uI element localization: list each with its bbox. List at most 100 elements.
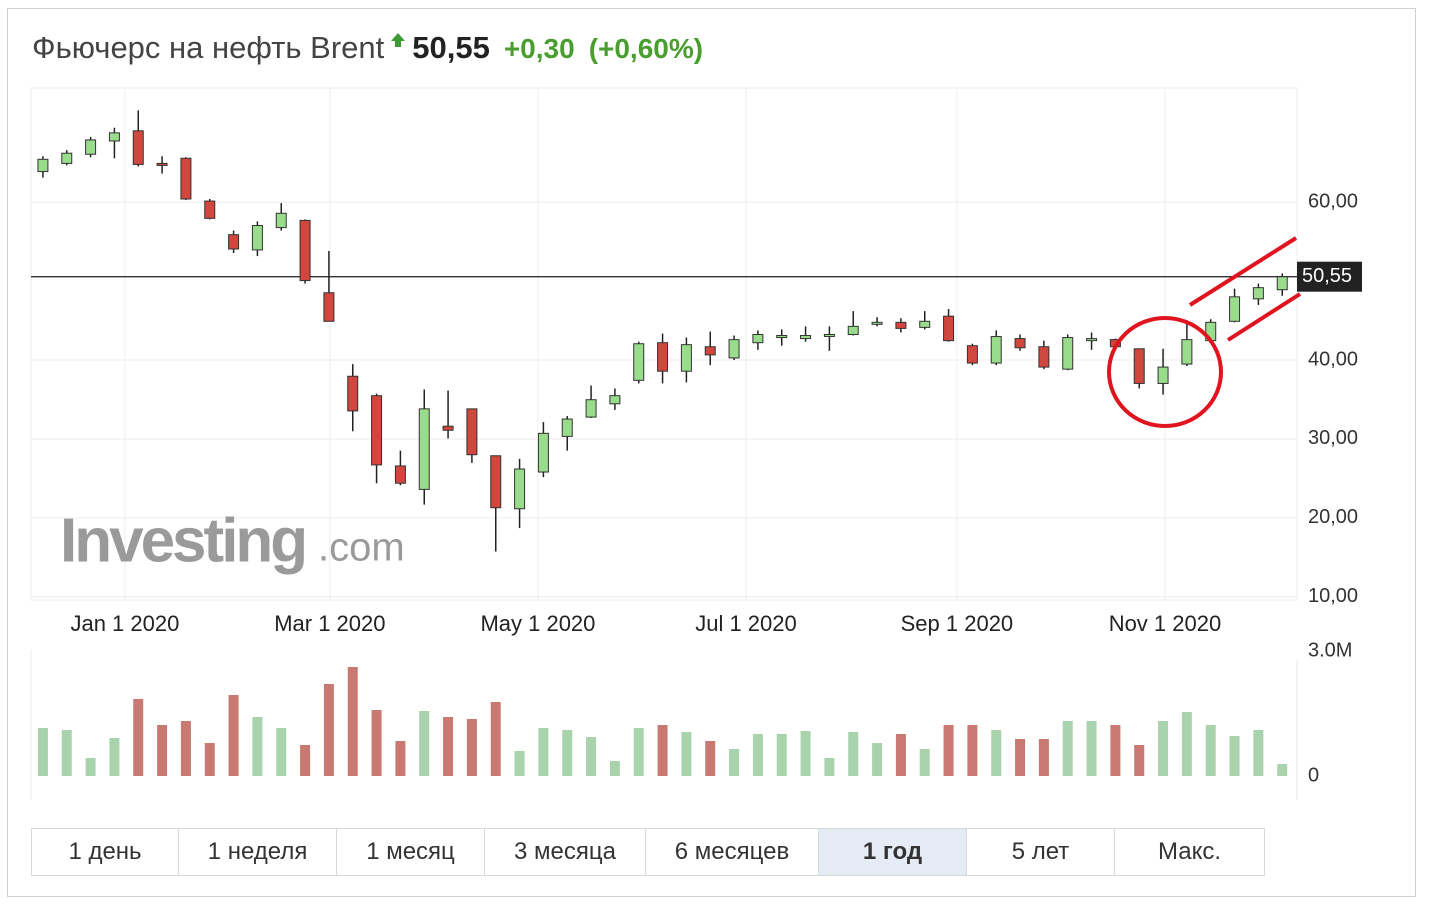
- volume-bar: [514, 751, 525, 776]
- volume-bar: [729, 749, 740, 776]
- annotation-circle: [1107, 316, 1223, 428]
- volume-bar: [1110, 725, 1121, 776]
- period-tab[interactable]: 1 неделя: [179, 829, 337, 875]
- period-tab[interactable]: 6 месяцев: [646, 829, 819, 875]
- candle-body: [990, 336, 1002, 364]
- volume-bar: [991, 730, 1002, 776]
- candle-body: [776, 335, 788, 339]
- candle-body: [1062, 337, 1074, 370]
- candle-body: [371, 395, 383, 466]
- volume-tick-label: 3.0M: [1308, 639, 1352, 661]
- volume-bar: [323, 684, 334, 776]
- volume-bar: [490, 702, 501, 776]
- volume-bar: [419, 711, 430, 776]
- watermark-suffix: .com: [318, 526, 405, 570]
- last-price-box: [1297, 261, 1362, 292]
- period-tab[interactable]: 3 месяца: [485, 829, 646, 875]
- candle-body: [657, 342, 669, 372]
- candle-body: [156, 162, 168, 166]
- up-arrow: [391, 33, 406, 47]
- volume-bar: [1038, 739, 1049, 776]
- volume-bar: [919, 749, 930, 776]
- candle-body: [108, 132, 120, 142]
- change-percent: (+0,60%): [588, 33, 704, 64]
- x-tick-label: Nov 1 2020: [1109, 611, 1222, 636]
- volume-bar: [1253, 730, 1264, 776]
- volume-bar: [395, 741, 406, 776]
- candle-body: [704, 346, 716, 356]
- volume-bar: [157, 725, 168, 776]
- period-tab[interactable]: 1 день: [32, 829, 179, 875]
- candle-body: [180, 157, 192, 200]
- volume-bar: [85, 758, 96, 776]
- instrument-title: Фьючерс на нефть Brent: [32, 30, 385, 65]
- volume-bar: [180, 721, 191, 776]
- volume-bar: [848, 732, 859, 776]
- volume-bar: [1229, 736, 1240, 776]
- volume-bar: [37, 728, 48, 776]
- period-tab[interactable]: 1 год: [819, 829, 967, 875]
- volume-bar: [609, 761, 620, 776]
- y-tick-label: 30,00: [1308, 427, 1358, 449]
- candle-body: [466, 408, 478, 456]
- candle-body: [418, 408, 430, 490]
- candle-body: [347, 375, 359, 412]
- watermark-brand: Investing: [60, 506, 305, 575]
- candle-body: [394, 465, 406, 484]
- candle-body: [919, 320, 931, 328]
- candle-body: [323, 292, 335, 322]
- volume-bar: [1277, 764, 1288, 776]
- volume-bar: [1181, 712, 1192, 776]
- candle-body: [442, 425, 454, 431]
- volume-bar: [1015, 739, 1026, 776]
- volume-bar: [228, 695, 239, 776]
- volume-tick-label: 0: [1308, 764, 1319, 786]
- volume-bar: [633, 728, 644, 776]
- candle-body: [585, 399, 597, 418]
- candle-body: [800, 335, 812, 340]
- candle-body: [1157, 366, 1169, 384]
- period-tabs: 1 день 1 неделя 1 месяц 3 месяца 6 месяцев 1 …: [31, 828, 1265, 876]
- candle-body: [633, 343, 645, 381]
- volume-bar: [276, 728, 287, 776]
- volume-bar: [800, 731, 811, 776]
- annotation-line: [1188, 236, 1298, 307]
- volume-bar: [657, 725, 668, 776]
- candle-body: [514, 468, 526, 510]
- candle-body: [1014, 338, 1026, 349]
- volume-bar: [1158, 721, 1169, 776]
- x-tick-label: Sep 1 2020: [901, 611, 1014, 636]
- period-tab[interactable]: Макс.: [1157, 838, 1222, 865]
- candle-body: [680, 344, 692, 372]
- period-tab[interactable]: 5 лет: [967, 829, 1115, 875]
- volume-bar: [1134, 745, 1145, 776]
- volume-bar: [1086, 721, 1097, 776]
- y-tick-label: 20,00: [1308, 506, 1358, 528]
- volume-bar: [776, 734, 787, 776]
- volume-bar: [538, 728, 549, 776]
- annotation-line: [1226, 292, 1302, 342]
- volume-bar: [967, 725, 978, 776]
- volume-bar: [586, 737, 597, 776]
- candle-body: [1276, 276, 1288, 291]
- period-tab[interactable]: 1 месяц: [337, 829, 485, 875]
- volume-bar: [872, 743, 883, 776]
- plot-frame: [30, 87, 1298, 601]
- volume-bar: [204, 743, 215, 776]
- volume-bar: [347, 667, 358, 776]
- candle-body: [728, 339, 740, 359]
- candle-body: [966, 345, 978, 364]
- volume-bar: [895, 734, 906, 776]
- candle-body: [204, 200, 216, 219]
- candle-body: [490, 455, 502, 509]
- candle-body: [537, 432, 549, 473]
- x-tick-label: May 1 2020: [480, 611, 595, 636]
- candle-body: [752, 333, 764, 344]
- volume-bar: [300, 745, 311, 776]
- volume-bar: [466, 719, 477, 776]
- last-price-label: 50,55: [1302, 265, 1352, 287]
- volume-bar: [371, 710, 382, 776]
- candle-body: [1229, 296, 1241, 322]
- volume-bar: [61, 730, 72, 776]
